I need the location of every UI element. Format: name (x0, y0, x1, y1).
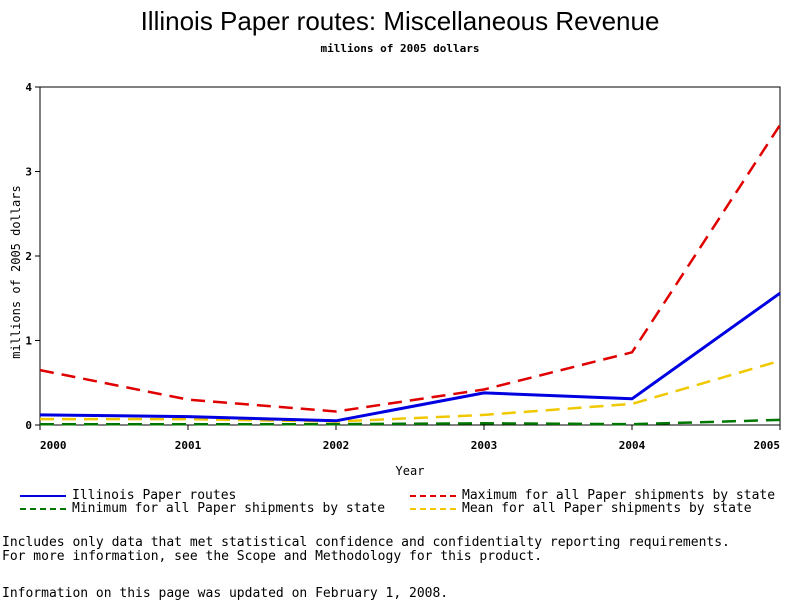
footnote-confidence: Includes only data that met statistical … (2, 535, 730, 550)
x-tick-label: 2000 (40, 439, 67, 452)
x-tick-label: 2002 (323, 439, 350, 452)
y-tick-label: 0 (25, 419, 32, 432)
series-line-mean (40, 359, 781, 423)
footnote-methodology: For more information, see the Scope and … (2, 549, 543, 564)
x-axis-label: Year (396, 464, 425, 478)
series-line-illinois (39, 291, 781, 423)
legend-label-illinois: Illinois Paper routes (72, 488, 237, 503)
y-tick-label: 4 (25, 81, 32, 94)
footnotes: Includes only data that met statistical … (2, 536, 730, 564)
series-line-minimum (40, 418, 781, 426)
y-axis: 0 1 2 3 4 (25, 81, 40, 432)
x-tick-label: 2004 (619, 439, 646, 452)
line-chart: 0 1 2 3 4 2000 2001 2002 2003 2004 2005 Year mill… (9, 81, 782, 478)
x-tick-label: 2001 (175, 439, 202, 452)
x-tick-label: 2003 (471, 439, 498, 452)
series-line-maximum (39, 124, 782, 413)
legend-item-maximum: Maximum for all Paper shipments by state (410, 488, 775, 503)
legend-item-illinois: Illinois Paper routes (20, 488, 236, 503)
y-tick-label: 1 (25, 335, 32, 348)
chart-subtitle: millions of 2005 dollars (320, 42, 480, 55)
y-tick-label: 3 (25, 166, 32, 179)
legend-swatch-minimum (20, 507, 66, 510)
chart-title: Illinois Paper routes: Miscellaneous Rev… (140, 6, 660, 36)
legend-label-minimum: Minimum for all Paper shipments by state (72, 501, 386, 516)
legend: Illinois Paper routes Maximum for all Pa… (0, 486, 800, 516)
x-tick-label: 2005 (754, 439, 781, 452)
plot-area-frame (39, 86, 781, 426)
legend-label-mean: Mean for all Paper shipments by state (462, 501, 752, 516)
legend-item-mean: Mean for all Paper shipments by state (410, 501, 752, 516)
legend-label-maximum: Maximum for all Paper shipments by state (462, 488, 776, 503)
legend-item-minimum: Minimum for all Paper shipments by state (20, 501, 385, 516)
legend-swatch-maximum (410, 494, 456, 497)
update-notice: Information on this page was updated on … (2, 586, 449, 601)
y-axis-label: millions of 2005 dollars (9, 185, 23, 358)
legend-swatch-mean (410, 507, 456, 510)
legend-swatch-illinois (20, 494, 66, 497)
x-axis: 2000 2001 2002 2003 2004 2005 (39, 425, 781, 452)
series-group (39, 124, 782, 426)
y-tick-label: 2 (25, 250, 32, 263)
